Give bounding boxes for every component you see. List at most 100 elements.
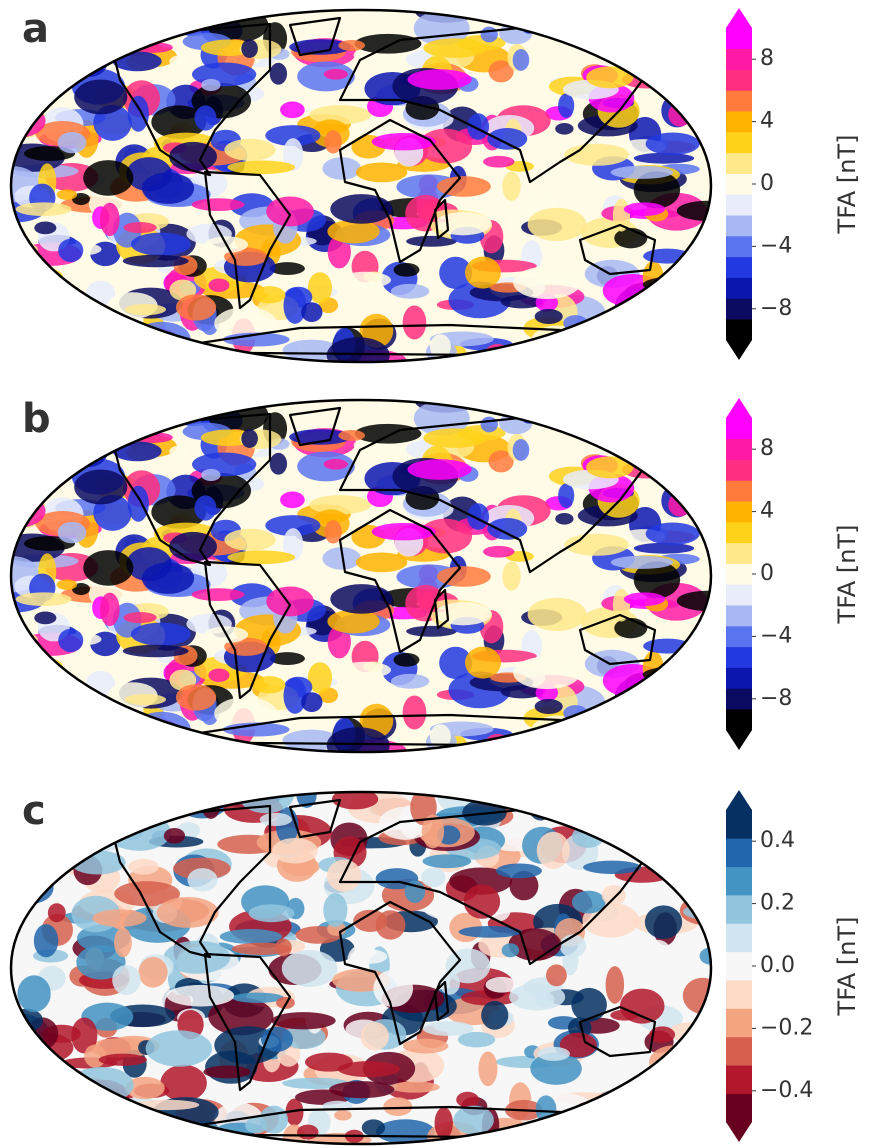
anomaly [592, 1132, 629, 1147]
anomaly [114, 928, 132, 957]
anomaly [0, 1029, 35, 1039]
anomaly [567, 348, 629, 372]
map-panel: b840−4−8TFA [nT] [0, 390, 861, 771]
anomaly [57, 579, 77, 590]
colorbar-segment [726, 236, 752, 257]
anomaly [3, 871, 53, 904]
anomaly [164, 941, 231, 974]
anomaly [29, 834, 61, 855]
anomaly [34, 924, 58, 957]
anomaly [646, 940, 670, 959]
anomaly [541, 733, 594, 744]
anomaly [10, 326, 64, 352]
anomaly [327, 337, 390, 373]
anomaly [0, 723, 53, 737]
anomaly [487, 518, 527, 540]
colorbar-segment [726, 626, 752, 647]
colorbar-segment [726, 90, 752, 111]
anomaly [453, 1106, 494, 1135]
anomaly [583, 861, 641, 874]
anomaly [614, 228, 647, 248]
anomaly [481, 417, 498, 433]
anomaly [17, 1064, 44, 1095]
colorbar-tick-label: −8 [760, 296, 792, 321]
anomaly [689, 55, 732, 83]
anomaly [17, 326, 84, 359]
anomaly [655, 426, 709, 445]
anomaly [467, 503, 489, 530]
anomaly [435, 1107, 453, 1139]
anomaly [46, 56, 87, 81]
anomaly [567, 735, 601, 746]
anomaly [17, 975, 50, 1012]
anomaly [589, 397, 646, 428]
anomaly [74, 469, 127, 504]
anomaly [57, 189, 77, 200]
anomaly [567, 738, 629, 762]
anomaly [207, 356, 243, 368]
anomaly [192, 198, 245, 211]
anomaly [541, 343, 594, 354]
anomaly [690, 642, 730, 672]
anomaly [671, 652, 699, 682]
anomaly [483, 156, 515, 168]
anomaly [94, 394, 125, 420]
anomaly [224, 139, 275, 161]
anomaly [66, 21, 115, 51]
anomaly [510, 393, 568, 419]
anomaly [602, 1119, 628, 1141]
anomaly [2, 294, 52, 315]
anomaly [478, 1051, 497, 1086]
anomaly [338, 1061, 400, 1077]
anomaly [391, 674, 429, 689]
figure: a840−4−8TFA [nT]b840−4−8TFA [nT]c0.40.20… [0, 0, 878, 1147]
colorbar-segment [726, 952, 752, 981]
anomaly [558, 93, 574, 118]
anomaly [207, 780, 228, 804]
anomaly [423, 1021, 474, 1036]
anomaly [599, 1121, 647, 1140]
colorbar-label: TFA [nT] [833, 135, 861, 235]
anomaly [0, 705, 36, 732]
colorbar-extend-top [726, 790, 752, 810]
colorbar-segment [726, 480, 752, 501]
anomaly [194, 105, 216, 130]
anomaly [445, 948, 490, 983]
anomaly [39, 1076, 56, 1103]
colorbar-segment [726, 132, 752, 153]
anomaly [617, 1103, 680, 1117]
anomaly [10, 716, 64, 742]
anomaly [648, 1130, 701, 1145]
colorbar-tick-label: 0.2 [760, 891, 795, 916]
colorbar-extend-bottom [726, 730, 752, 750]
colorbar-segment [726, 543, 752, 564]
colorbar-label: TFA [nT] [833, 917, 861, 1017]
anomaly [376, 910, 406, 939]
anomaly [123, 645, 189, 657]
anomaly [645, 802, 661, 838]
anomaly [48, 1113, 110, 1131]
colorbar-segment [726, 215, 752, 236]
anomaly [372, 523, 436, 540]
anomaly [117, 422, 142, 439]
anomaly [690, 1061, 714, 1082]
anomaly [537, 832, 570, 869]
anomaly [123, 222, 156, 233]
anomaly [283, 678, 306, 714]
anomaly [16, 592, 72, 606]
anomaly [100, 593, 120, 626]
anomaly [601, 1090, 626, 1103]
anomaly [259, 1106, 288, 1134]
anomaly [588, 318, 633, 351]
anomaly [653, 709, 704, 723]
anomaly [49, 47, 78, 77]
anomaly [192, 4, 243, 21]
anomaly [169, 56, 188, 68]
anomaly [275, 939, 292, 957]
anomaly [224, 529, 275, 551]
anomaly [510, 3, 568, 29]
anomaly [624, 592, 665, 606]
anomaly [128, 486, 149, 522]
anomaly [677, 427, 702, 451]
colorbar-segment [726, 584, 752, 605]
